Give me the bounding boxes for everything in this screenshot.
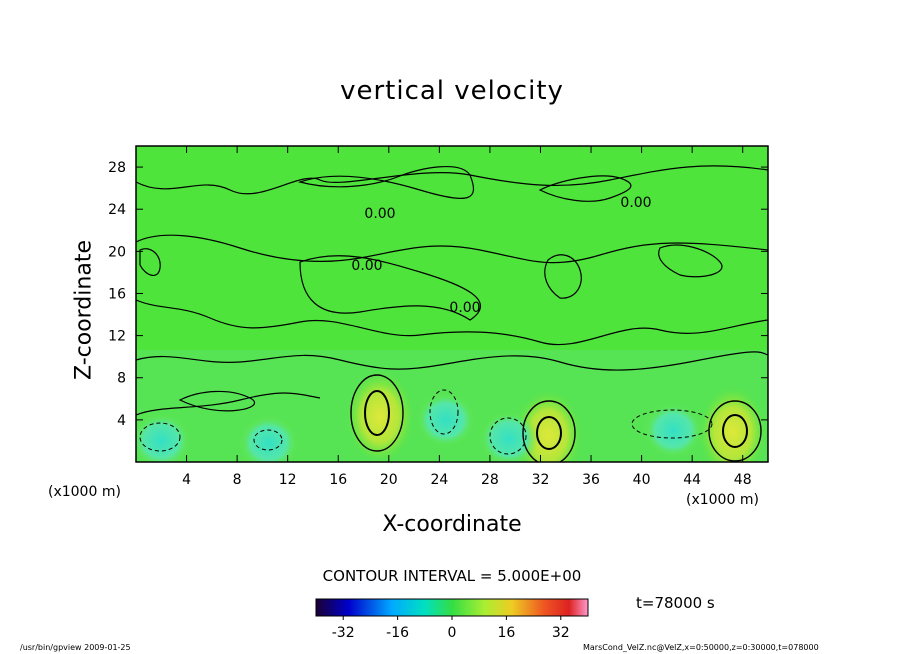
x-axis-ticks: 4 8 12 16 20 24 28 32 36 40 44 48 bbox=[182, 146, 752, 488]
y-axis-ticks: 4 8 12 16 20 24 28 bbox=[108, 160, 768, 429]
contour-label: 0.00 bbox=[449, 300, 480, 316]
colorbar bbox=[315, 598, 589, 617]
colorbar-tick-label: 32 bbox=[552, 625, 570, 641]
y-tick-label: 16 bbox=[108, 286, 126, 302]
y-tick-label: 4 bbox=[117, 413, 126, 429]
colorbar-tick-label: 0 bbox=[448, 625, 457, 641]
x-tick-label: 4 bbox=[182, 472, 191, 488]
y-tick-label: 12 bbox=[108, 329, 126, 345]
contour-lines bbox=[136, 165, 768, 416]
contour-label: 0.00 bbox=[620, 195, 651, 211]
contour-label: 0.00 bbox=[364, 206, 395, 222]
feature-group bbox=[136, 370, 767, 462]
y-tick-label: 28 bbox=[108, 160, 126, 176]
contour-interval: CONTOUR INTERVAL = 5.000E+00 bbox=[322, 567, 582, 585]
downdraft-cell bbox=[238, 415, 299, 462]
time-label: t=78000 s bbox=[636, 594, 715, 612]
x-tick-label: 40 bbox=[633, 472, 651, 488]
footer-right: MarsCond_VelZ.nc@VelZ,x=0:50000,z=0:3000… bbox=[583, 643, 819, 652]
field-layer bbox=[136, 165, 768, 462]
colorbar-ticks: -32 -16 0 16 32 bbox=[332, 616, 570, 641]
contour-label-group: 0.00 0.00 0.00 0.00 bbox=[351, 195, 651, 316]
x-tick-label: 24 bbox=[430, 472, 448, 488]
chart-title: vertical velocity bbox=[340, 76, 564, 106]
x-tick-label: 12 bbox=[279, 472, 297, 488]
downdraft-cell bbox=[136, 412, 192, 462]
colorbar-tick-label: -16 bbox=[386, 625, 409, 641]
y-axis-label: Z-coordinate bbox=[71, 240, 97, 380]
x-unit-right: (x1000 m) bbox=[686, 492, 759, 508]
x-tick-label: 32 bbox=[532, 472, 550, 488]
x-tick-label: 20 bbox=[380, 472, 398, 488]
updraft-cell bbox=[345, 370, 414, 462]
x-tick-label: 36 bbox=[582, 472, 600, 488]
x-tick-label: 44 bbox=[683, 472, 701, 488]
cell-contours bbox=[350, 374, 762, 462]
footer-left: /usr/bin/gpview 2009-01-25 bbox=[20, 643, 131, 652]
colorbar-tick-label: 16 bbox=[497, 625, 515, 641]
x-tick-label: 28 bbox=[481, 472, 499, 488]
colorbar-tick-label: -32 bbox=[332, 625, 355, 641]
x-axis-label: X-coordinate bbox=[382, 512, 522, 537]
downdraft-cell bbox=[478, 410, 539, 462]
contour-label: 0.00 bbox=[351, 258, 382, 274]
x-tick-label: 16 bbox=[329, 472, 347, 488]
dashed-contours bbox=[139, 389, 713, 455]
downdraft-cell bbox=[415, 391, 476, 448]
y-tick-label: 20 bbox=[108, 244, 126, 260]
downdraft-cell bbox=[643, 402, 704, 459]
plot-frame bbox=[135, 145, 769, 463]
x-unit-left: (x1000 m) bbox=[48, 484, 121, 500]
x-tick-label: 8 bbox=[233, 472, 242, 488]
y-tick-label: 8 bbox=[117, 371, 126, 387]
y-tick-label: 24 bbox=[108, 202, 126, 218]
x-tick-label: 48 bbox=[734, 472, 752, 488]
